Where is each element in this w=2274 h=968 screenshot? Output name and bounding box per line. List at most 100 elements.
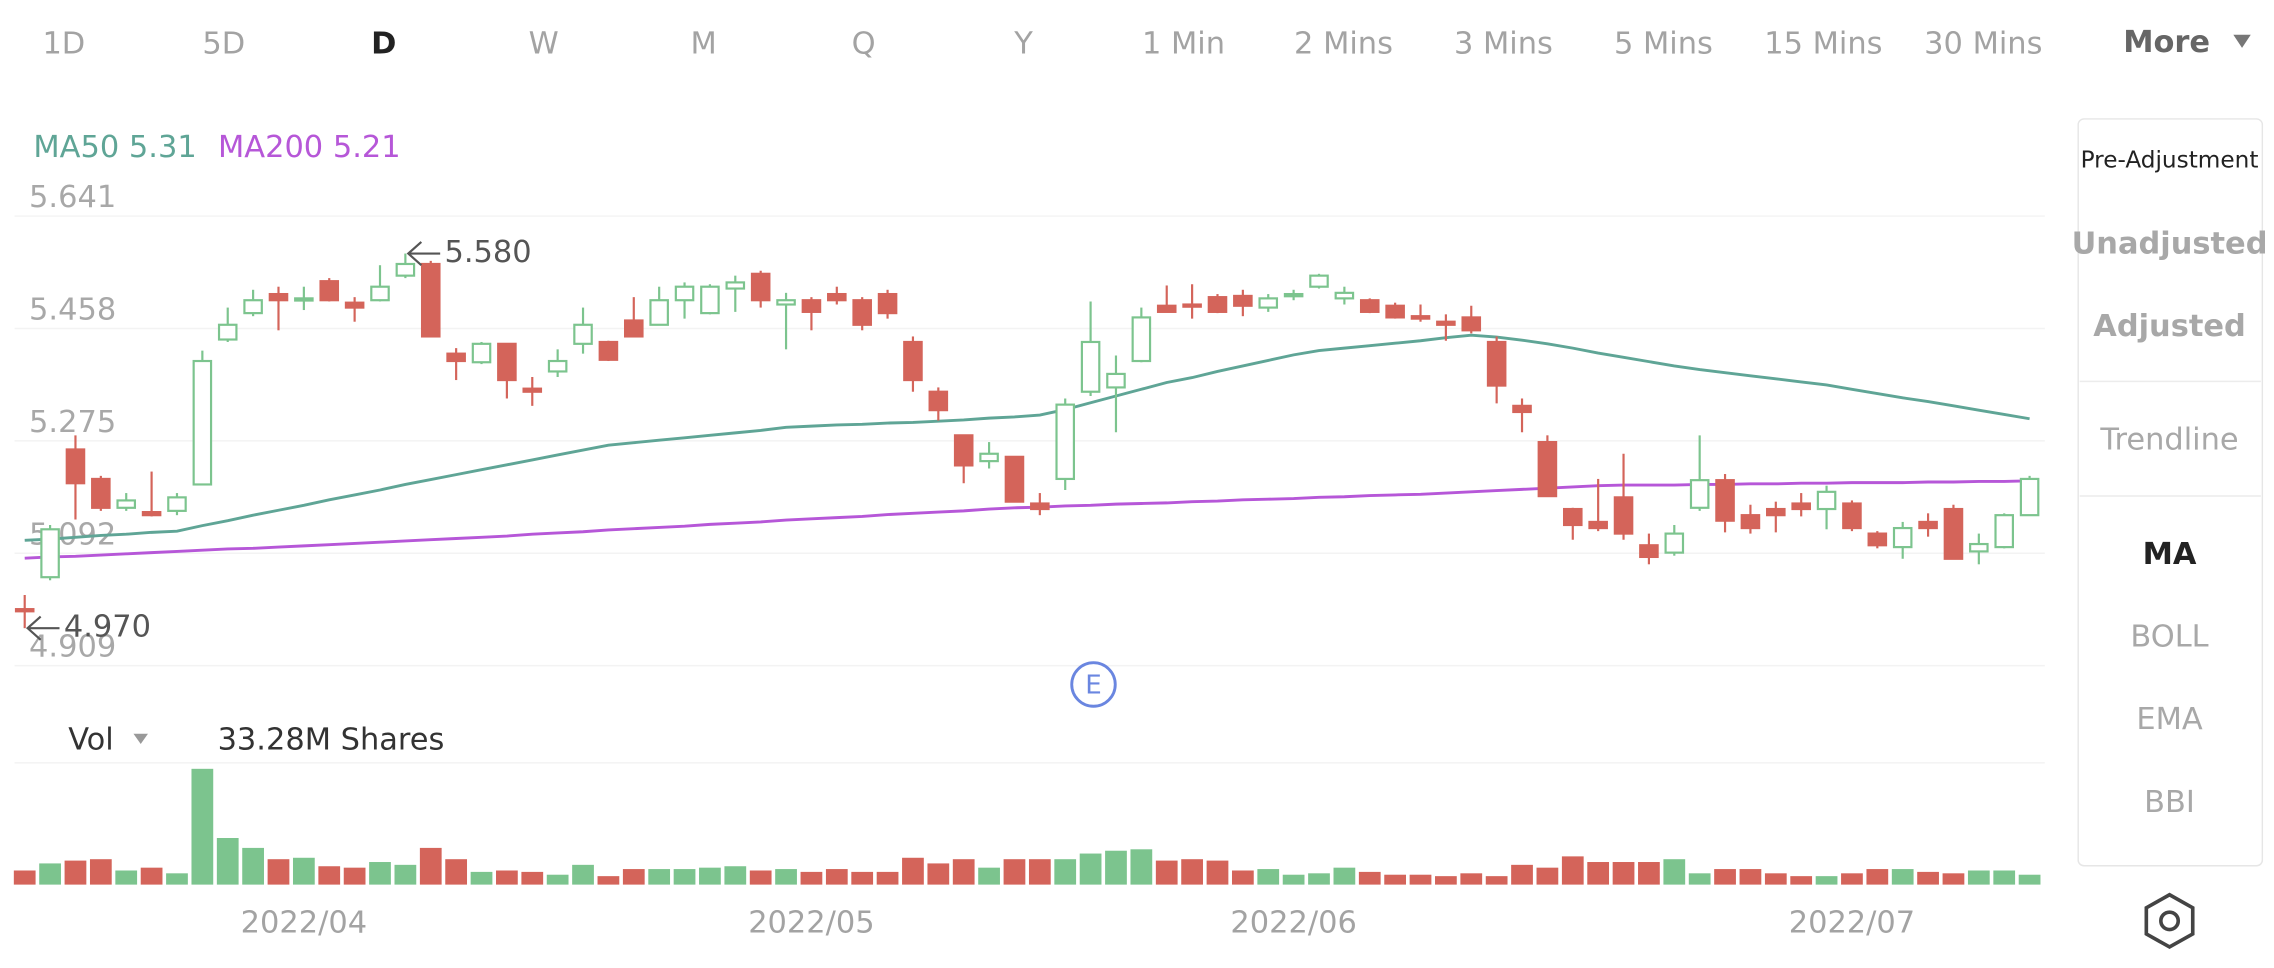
- side-item[interactable]: Adjusted: [2093, 309, 2246, 344]
- volume-bar: [1079, 853, 1102, 885]
- event-circle[interactable]: [1070, 661, 1117, 708]
- volume-bar: [1511, 864, 1533, 885]
- volume-bar: [1993, 870, 2016, 885]
- candle-body: [497, 342, 517, 382]
- candle-body: [192, 359, 213, 486]
- x-tick-label: 2022/05: [748, 905, 874, 940]
- candle-body: [598, 340, 619, 361]
- volume-bar: [1181, 859, 1203, 885]
- candle-body: [1334, 291, 1355, 300]
- volume-bar: [470, 871, 493, 885]
- candle-body: [420, 262, 441, 338]
- candle-body: [903, 340, 923, 382]
- volume-bar: [1561, 856, 1584, 885]
- volume-label[interactable]: Vol: [68, 723, 114, 758]
- tab[interactable]: 1 Min: [1142, 26, 1225, 61]
- candle-body: [1461, 316, 1482, 332]
- volume-bar: [292, 857, 315, 885]
- tab[interactable]: M: [691, 26, 717, 61]
- volume-bars: [13, 768, 2041, 885]
- candle-body: [979, 452, 999, 463]
- volume-bar: [597, 876, 620, 885]
- volume-bar: [64, 860, 87, 885]
- volume-caret[interactable]: [133, 733, 148, 744]
- tab[interactable]: Y: [1013, 26, 1033, 61]
- candle-body: [928, 390, 949, 412]
- tab[interactable]: 2 Mins: [1294, 26, 1393, 61]
- volume-bar: [1105, 850, 1127, 885]
- volume-bar: [546, 874, 569, 885]
- legend-value: 5.31: [129, 129, 197, 164]
- volume-bar: [1028, 859, 1051, 885]
- volume-bar: [1714, 869, 1736, 885]
- more-caret[interactable]: [2233, 34, 2251, 48]
- candle-body: [522, 387, 543, 393]
- candle-body: [1385, 304, 1405, 319]
- tab[interactable]: Q: [852, 26, 876, 61]
- candle-body: [953, 434, 974, 467]
- candles: [14, 253, 2040, 629]
- volume-bar: [876, 871, 899, 885]
- candle-body: [141, 511, 162, 517]
- side-item[interactable]: MA: [2143, 537, 2197, 572]
- x-axis: 2022/04 2022/05 2022/06 2022/07: [241, 905, 1916, 940]
- volume-bar: [2018, 874, 2041, 885]
- volume-bar: [572, 864, 594, 885]
- candle-body: [1156, 304, 1177, 313]
- settings-dot[interactable]: [2159, 910, 2181, 932]
- candle-body: [1639, 544, 1659, 559]
- volume-bar: [825, 869, 848, 885]
- side-item[interactable]: Unadjusted: [2072, 227, 2268, 262]
- volume-bar: [1384, 874, 1407, 885]
- y-tick-label: 5.458: [29, 293, 116, 328]
- candle-body: [1918, 520, 1938, 530]
- side-item[interactable]: BOLL: [2130, 620, 2208, 655]
- side-item[interactable]: EMA: [2136, 702, 2202, 737]
- volume-bar: [927, 863, 950, 885]
- side-item[interactable]: Pre-Adjustment: [2081, 146, 2259, 173]
- volume-bar: [39, 863, 61, 885]
- settings-hex[interactable]: [2144, 892, 2195, 950]
- tab[interactable]: 5 Mins: [1614, 26, 1713, 61]
- tab[interactable]: 1D: [42, 26, 85, 61]
- tab[interactable]: 3 Mins: [1454, 26, 1553, 61]
- candle-body: [1436, 320, 1456, 326]
- volume-bar: [1257, 869, 1280, 885]
- candle-body: [1766, 507, 1786, 517]
- candle-body: [1740, 514, 1761, 530]
- tab[interactable]: W: [529, 26, 559, 61]
- tab[interactable]: 5D: [202, 26, 245, 61]
- side-item[interactable]: Trendline: [2099, 422, 2238, 457]
- candle-body: [1106, 372, 1126, 389]
- candle-body: [319, 280, 340, 302]
- tab[interactable]: 30 Mins: [1924, 26, 2042, 61]
- tab[interactable]: 15 Mins: [1764, 26, 1882, 61]
- side-item[interactable]: BBI: [2144, 785, 2195, 820]
- volume-bar: [1841, 873, 1863, 885]
- more-button[interactable]: More: [2123, 25, 2210, 60]
- candle-body: [1613, 496, 1634, 535]
- settings-icon[interactable]: [2144, 892, 2195, 950]
- volume-bar: [978, 867, 1000, 885]
- volume-bar: [419, 847, 442, 885]
- volume-bar: [496, 870, 518, 885]
- event-marker[interactable]: E: [1085, 670, 1102, 700]
- candle-body: [1867, 532, 1888, 547]
- candle-body: [700, 285, 720, 315]
- volume-bar: [89, 859, 112, 885]
- volume-bar: [1409, 874, 1432, 885]
- candle-body: [1842, 502, 1862, 530]
- volume-bar: [445, 859, 468, 885]
- annotation-label: 5.580: [445, 235, 532, 270]
- candle-body: [2019, 477, 2040, 517]
- volume-bar: [191, 768, 214, 885]
- volume-bar: [1308, 873, 1330, 885]
- candle-body: [1512, 404, 1532, 414]
- volume-bar: [1764, 873, 1787, 885]
- volume-bar: [1130, 849, 1153, 885]
- tab[interactable]: D: [371, 26, 396, 61]
- candle-body: [1283, 292, 1304, 298]
- volume-bar: [394, 864, 417, 885]
- candle-body: [1131, 316, 1152, 363]
